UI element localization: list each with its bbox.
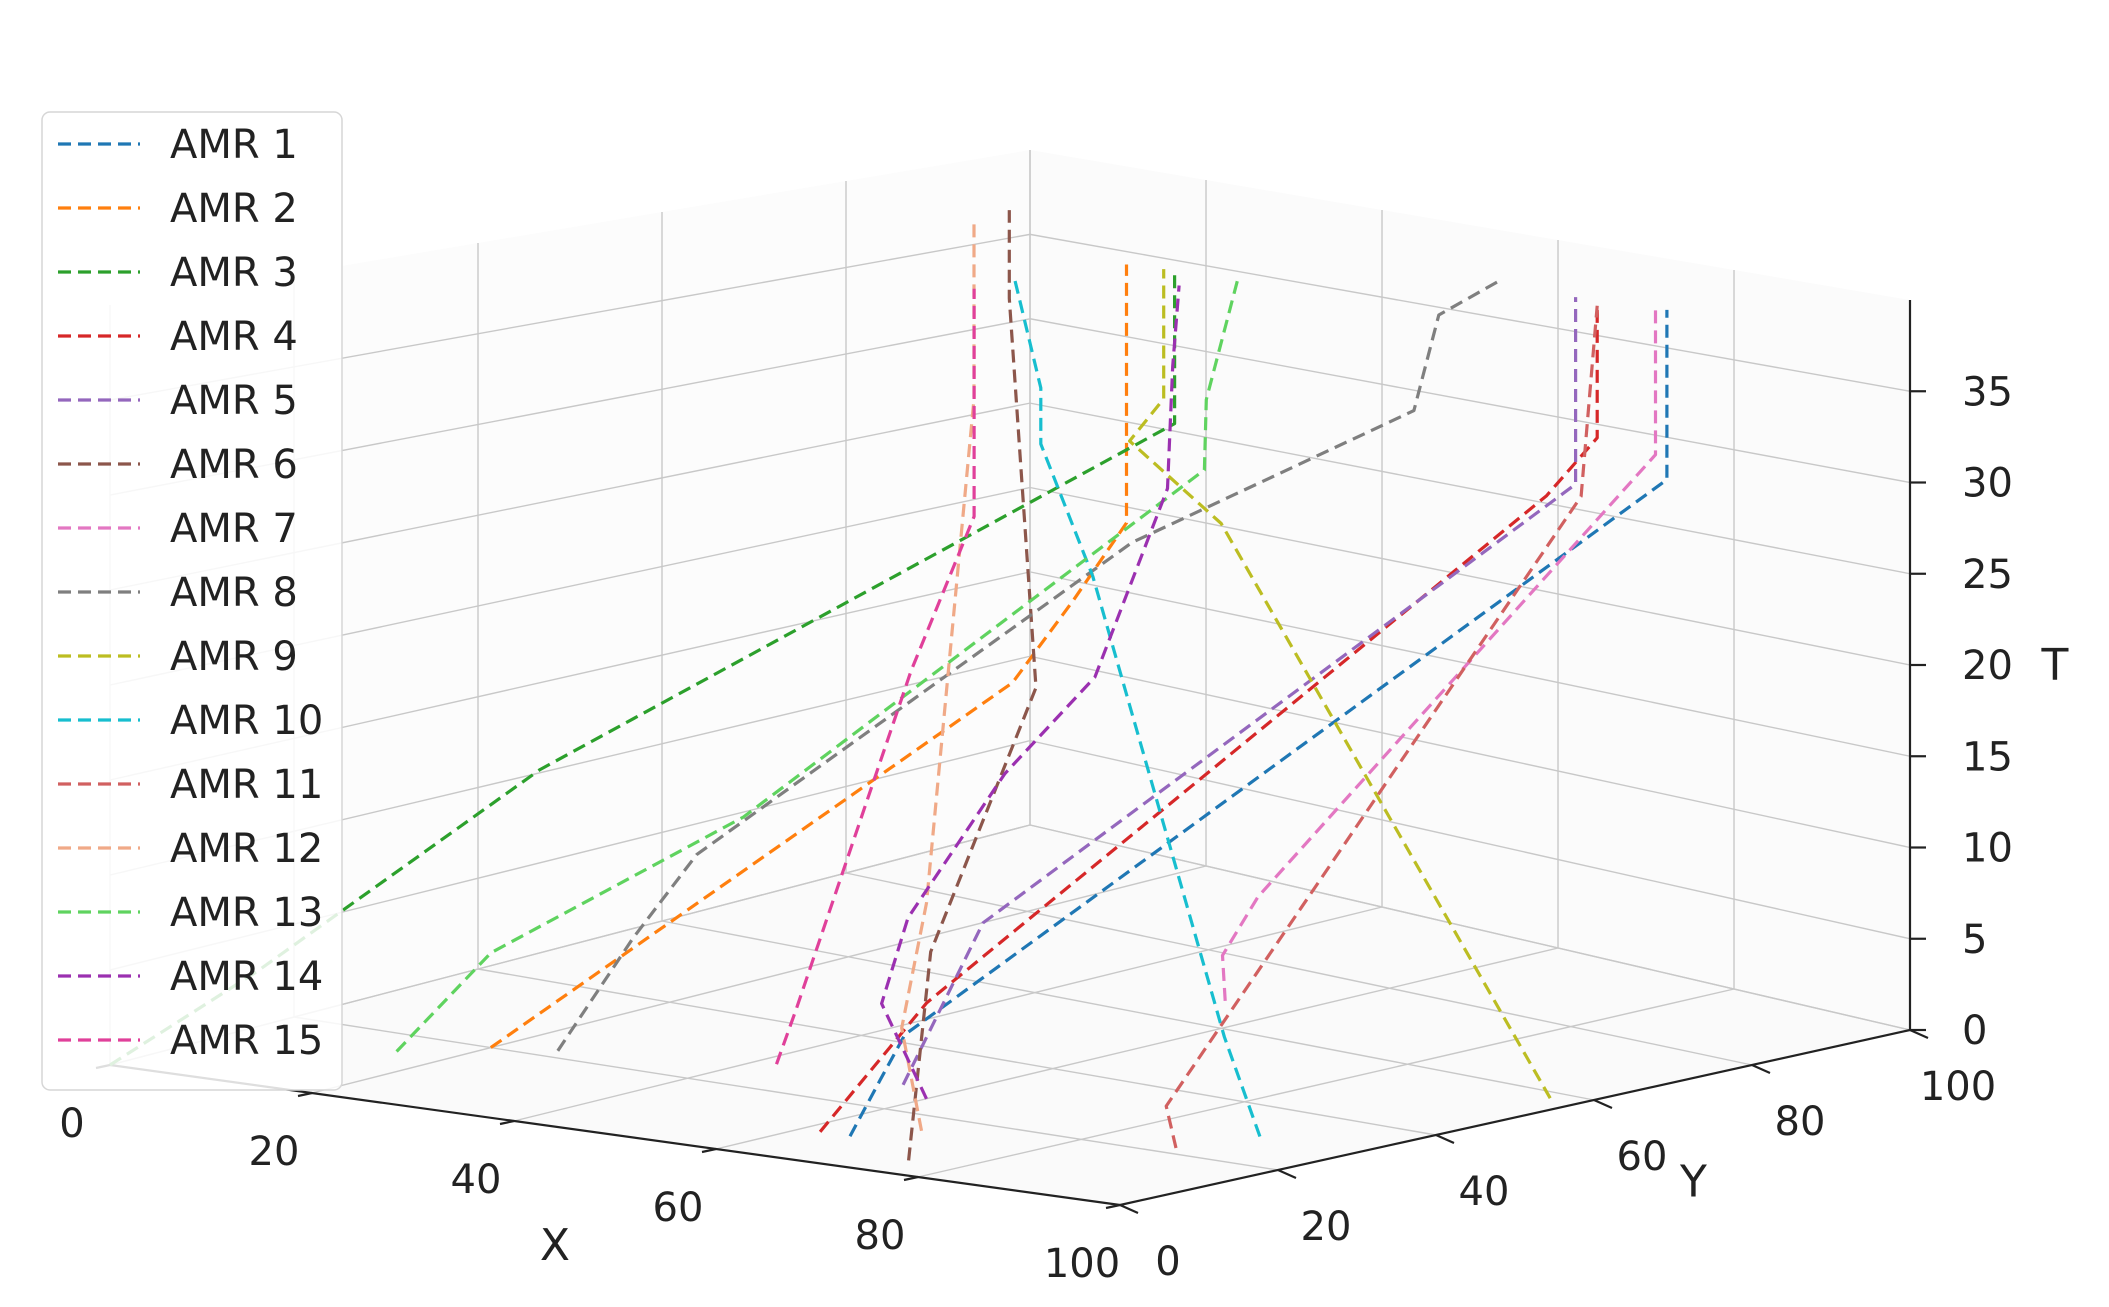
series-line-5: [901, 297, 1578, 1086]
back-grid-t: [1029, 824, 1911, 1031]
legend-label: AMR 5: [170, 378, 298, 424]
series-line-7: [1220, 304, 1658, 1001]
x-tick: [701, 1147, 717, 1154]
legend-label: AMR 11: [170, 762, 323, 808]
legend-frame: [41, 111, 343, 1091]
floor-grid-x: [311, 865, 1207, 1094]
x-tick-label: 40: [451, 1157, 502, 1203]
t-axis-label: T: [2041, 640, 2069, 691]
y-tick: [1751, 1063, 1771, 1075]
x-tick-label: 0: [59, 1101, 84, 1147]
axis-panes: [110, 150, 1910, 1205]
y-axis-line: [1119, 1028, 1911, 1207]
y-axis-label: Y: [1679, 1156, 1707, 1207]
legend-label: AMR 2: [170, 186, 298, 232]
t-tick-label: 10: [1962, 826, 2013, 872]
back-grid-t: [1029, 571, 1911, 757]
series-line-3: [109, 274, 1177, 1067]
floor-grid-x: [513, 906, 1383, 1122]
t-tick-label: 20: [1962, 643, 2013, 689]
y-tick-label: 0: [1155, 1239, 1180, 1285]
floor-grid-y: [477, 968, 1437, 1136]
series-lines: [109, 210, 1669, 1161]
series-line-14: [879, 285, 1181, 1100]
y-tick-label: 20: [1301, 1204, 1352, 1250]
x-tick: [499, 1119, 515, 1126]
y-tick-label: 100: [1920, 1064, 1996, 1110]
axis-ticks: 0 20 40 60 80 100 0 20 40 60 80 100 0 5 10 15 20 25 30 35 X Y…: [59, 369, 2068, 1287]
back-grid-t: [1029, 739, 1911, 940]
legend-label: AMR 8: [170, 570, 298, 616]
series-line-2: [489, 264, 1129, 1049]
y-tick: [1277, 1168, 1297, 1180]
back-grid-t: [1029, 233, 1911, 392]
y-tick: [1435, 1133, 1455, 1145]
series-line-4: [818, 305, 1599, 1133]
t-tick-label: 15: [1962, 734, 2013, 780]
series-line-1: [848, 309, 1669, 1137]
y-tick: [1593, 1098, 1613, 1110]
series-line-11: [1164, 305, 1599, 1149]
back-grid-t: [1029, 402, 1911, 575]
floor-grid-x: [917, 988, 1735, 1178]
series-line-8: [556, 279, 1501, 1052]
x-tick: [903, 1175, 919, 1182]
back-grid-t: [1029, 655, 1911, 849]
back-grid-t: [1029, 318, 1911, 484]
series-line-13: [395, 277, 1240, 1053]
back-grid-t: [1029, 486, 1911, 666]
floor-grid-x: [715, 947, 1559, 1150]
y-tick-label: 60: [1617, 1134, 1668, 1180]
t-tick-label: 35: [1962, 369, 2013, 415]
t-tick-label: 0: [1962, 1008, 1987, 1054]
series-line-9: [1127, 269, 1552, 1099]
y-tick-label: 40: [1459, 1169, 1510, 1215]
back-wall-pane: [1030, 150, 1910, 1030]
x-tick-label: 20: [249, 1129, 300, 1175]
x-tick-label: 60: [653, 1185, 704, 1231]
x-axis-label: X: [540, 1220, 570, 1271]
legend-label: AMR 7: [170, 506, 298, 552]
legend-label: AMR 9: [170, 634, 298, 680]
legend-label: AMR 6: [170, 442, 298, 488]
legend-label: AMR 15: [170, 1018, 323, 1064]
legend-label: AMR 14: [170, 954, 323, 1000]
y-tick: [1909, 1028, 1929, 1040]
x-tick-label: 80: [855, 1213, 906, 1259]
y-tick: [1119, 1203, 1139, 1215]
x-tick: [1105, 1203, 1121, 1210]
legend-label: AMR 13: [170, 890, 323, 936]
t-tick-label: 30: [1962, 461, 2013, 507]
y-tick-label: 80: [1775, 1099, 1826, 1145]
floor-grid-y: [845, 872, 1753, 1066]
floor-grid-y: [293, 1016, 1279, 1171]
legend-label: AMR 1: [170, 122, 298, 168]
x-tick: [297, 1091, 313, 1098]
t-tick-label: 25: [1962, 552, 2013, 598]
x-tick-label: 100: [1044, 1241, 1120, 1287]
legend: AMR 1 AMR 2 AMR 3 AMR 4 AMR 5 AMR 6 AMR 7 AMR 8…: [41, 111, 343, 1091]
legend-label: AMR 4: [170, 314, 298, 360]
legend-label: AMR 3: [170, 250, 298, 296]
legend-label: AMR 12: [170, 826, 323, 872]
legend-label: AMR 10: [170, 698, 323, 744]
t-tick-label: 5: [1962, 917, 1987, 963]
series-line-10: [1012, 276, 1262, 1138]
